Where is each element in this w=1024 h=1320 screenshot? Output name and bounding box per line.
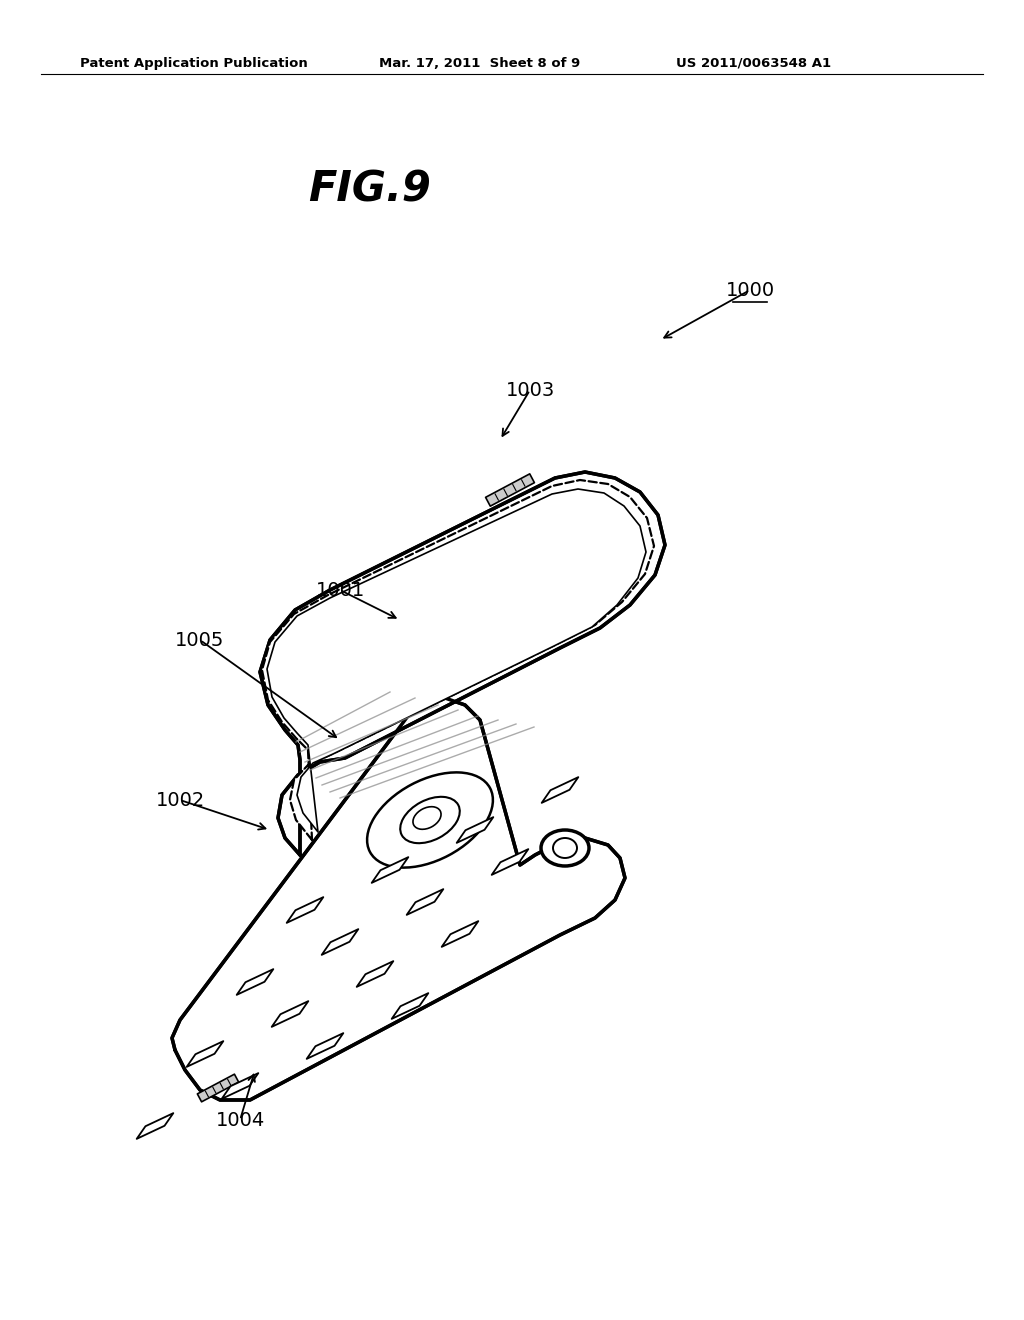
Ellipse shape xyxy=(553,838,577,858)
Polygon shape xyxy=(198,1074,239,1102)
Polygon shape xyxy=(186,1041,223,1067)
Polygon shape xyxy=(221,1073,258,1098)
Polygon shape xyxy=(262,480,654,840)
Polygon shape xyxy=(271,1001,308,1027)
Text: Patent Application Publication: Patent Application Publication xyxy=(80,57,307,70)
Polygon shape xyxy=(485,474,535,506)
Ellipse shape xyxy=(400,797,460,843)
Polygon shape xyxy=(287,898,324,923)
Text: FIG.9: FIG.9 xyxy=(308,169,431,211)
Polygon shape xyxy=(542,777,579,803)
Polygon shape xyxy=(237,969,273,995)
Text: 1005: 1005 xyxy=(175,631,224,649)
Polygon shape xyxy=(136,1113,173,1139)
Ellipse shape xyxy=(413,807,441,829)
Text: 1000: 1000 xyxy=(725,281,774,300)
Polygon shape xyxy=(322,929,358,954)
Text: Mar. 17, 2011  Sheet 8 of 9: Mar. 17, 2011 Sheet 8 of 9 xyxy=(379,57,581,70)
Polygon shape xyxy=(356,961,393,987)
Polygon shape xyxy=(457,817,494,843)
Polygon shape xyxy=(441,921,478,946)
Ellipse shape xyxy=(541,830,589,866)
Polygon shape xyxy=(492,849,528,875)
Text: 1003: 1003 xyxy=(506,380,555,400)
Text: 1001: 1001 xyxy=(315,581,365,599)
Polygon shape xyxy=(407,890,443,915)
Polygon shape xyxy=(260,473,665,855)
Ellipse shape xyxy=(367,772,493,867)
Polygon shape xyxy=(172,698,625,1100)
Text: 1004: 1004 xyxy=(215,1110,264,1130)
Polygon shape xyxy=(391,993,428,1019)
Text: 1002: 1002 xyxy=(156,791,205,809)
Polygon shape xyxy=(306,1034,343,1059)
Text: US 2011/0063548 A1: US 2011/0063548 A1 xyxy=(676,57,830,70)
Polygon shape xyxy=(372,857,409,883)
Polygon shape xyxy=(267,488,646,832)
